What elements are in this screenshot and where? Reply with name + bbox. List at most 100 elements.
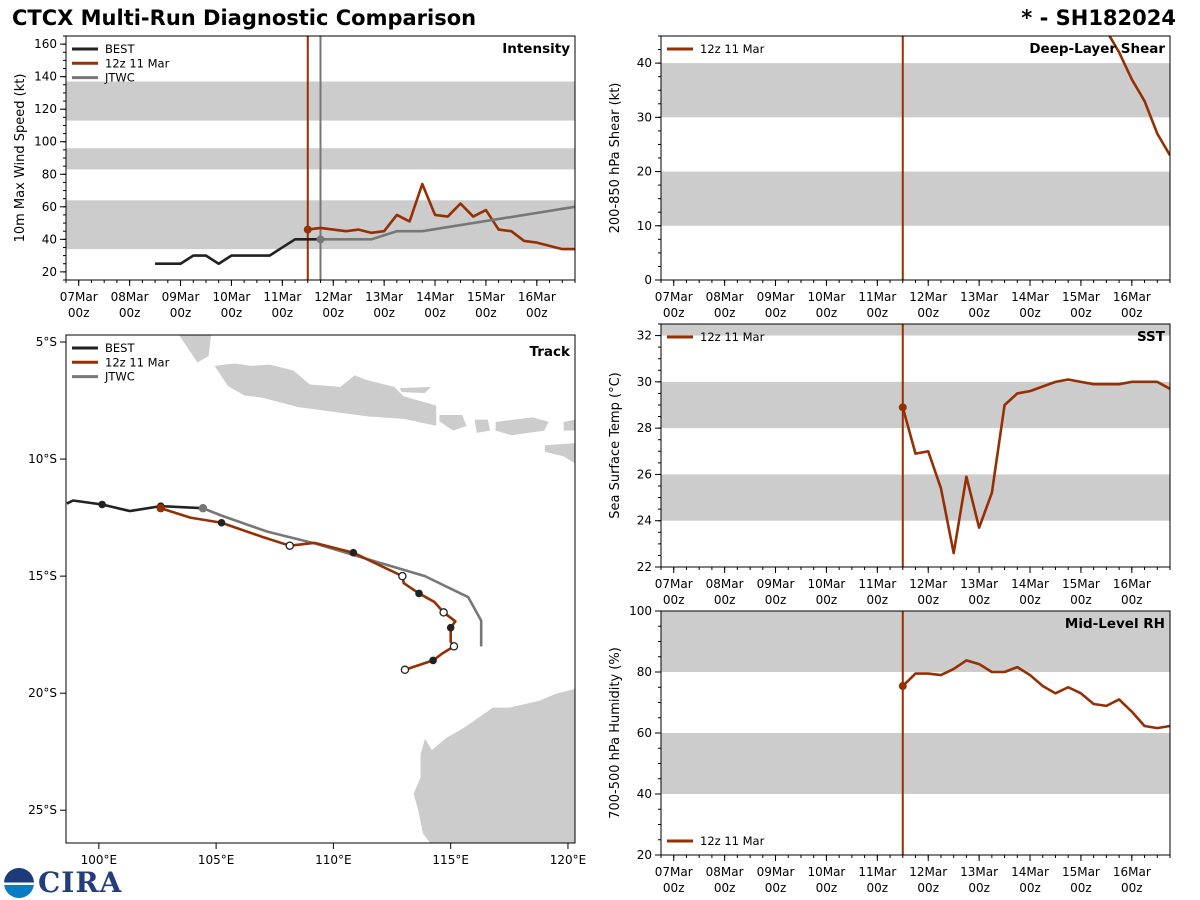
track-point-00z — [349, 548, 358, 557]
land-madura — [398, 386, 433, 394]
x-tick-label-date: 07Mar — [655, 865, 693, 879]
x-tick-label-date: 11Mar — [858, 577, 896, 591]
x-tick-label-date: 08Mar — [706, 865, 744, 879]
legend-label-best: BEST — [105, 341, 135, 355]
shaded-band — [661, 611, 1170, 672]
x-tick-label-hour: 00z — [1070, 306, 1092, 320]
x-tick-label-hour: 00z — [765, 881, 787, 895]
land-sumbawa — [494, 416, 550, 437]
shear-plot-area — [661, 36, 1170, 280]
legend-label-forecast: 12z 11 Mar — [700, 330, 765, 344]
shaded-band — [661, 381, 1170, 429]
x-tick-label: 100°E — [81, 853, 118, 867]
x-tick-label-date: 10Mar — [807, 290, 845, 304]
y-axis-label: Sea Surface Temp (°C) — [608, 372, 623, 519]
series-line-forecast — [1108, 36, 1170, 156]
track-point-12z — [449, 642, 459, 651]
y-tick-label: 40 — [637, 56, 652, 70]
x-tick-label: 115°E — [432, 853, 469, 867]
y-tick-label: 5°S — [36, 335, 57, 349]
y-tick-label: 20 — [637, 848, 652, 862]
x-tick-label-hour: 00z — [917, 306, 939, 320]
series-line-forecast — [307, 182, 575, 251]
x-tick-label: 105°E — [198, 853, 235, 867]
x-tick-label-hour: 00z — [917, 593, 939, 607]
x-tick-label-hour: 00z — [816, 881, 838, 895]
x-tick-label-hour: 00z — [867, 593, 889, 607]
y-tick-label: 140 — [34, 70, 57, 84]
x-tick-label: 120°E — [550, 853, 587, 867]
legend-label-forecast: 12z 11 Mar — [105, 355, 170, 369]
x-tick-label-date: 15Mar — [467, 290, 505, 304]
x-tick-label-hour: 00z — [1019, 881, 1041, 895]
x-tick-label-hour: 00z — [322, 306, 344, 320]
y-tick-label: 28 — [637, 421, 652, 435]
x-tick-label-date: 10Mar — [807, 865, 845, 879]
x-tick-label-hour: 00z — [424, 306, 446, 320]
x-tick-label-hour: 00z — [816, 306, 838, 320]
x-tick-label-date: 16Mar — [518, 290, 556, 304]
shear-panel: Deep-Layer Shear 0 10 20 30 40 200-850 hPa She… — [608, 35, 1171, 320]
shaded-band — [661, 63, 1170, 118]
x-tick-label-hour: 00z — [867, 881, 889, 895]
y-tick-label: 20 — [637, 165, 652, 179]
panel-title: Track — [530, 344, 571, 360]
series-line-forecast — [901, 378, 1170, 555]
y-tick-label: 0 — [644, 273, 652, 287]
y-axis-label: 700-500 hPa Humidity (%) — [608, 647, 623, 819]
x-tick-label-hour: 00z — [475, 306, 497, 320]
x-tick-label-date: 14Mar — [416, 290, 454, 304]
x-tick-label-hour: 00z — [968, 306, 990, 320]
land-australia — [412, 688, 575, 843]
y-tick-label: 60 — [637, 726, 652, 740]
legend-label-forecast: 12z 11 Mar — [105, 56, 170, 70]
legend-label-forecast: 12z 11 Mar — [700, 42, 765, 56]
y-tick-label: 80 — [42, 167, 57, 181]
track-start-marker-forecast — [156, 504, 165, 513]
x-tick-label-date: 08Mar — [706, 577, 744, 591]
data-point-forecast-start — [898, 682, 907, 691]
shaded-band — [661, 474, 1170, 521]
sst-panel: SST 22 24 26 28 30 32 Sea Surface Temp (°C) 07Ma… — [608, 323, 1171, 607]
x-tick-label-date: 12Mar — [909, 290, 947, 304]
x-tick-label-hour: 00z — [373, 306, 395, 320]
y-tick-label: 80 — [637, 665, 652, 679]
x-tick-label-date: 15Mar — [1062, 577, 1100, 591]
shaded-band — [661, 171, 1170, 226]
y-tick-label: 100 — [34, 135, 57, 149]
land-lombok — [473, 418, 492, 434]
x-tick-label-date: 11Mar — [858, 290, 896, 304]
intensity-plot-area — [66, 36, 575, 280]
x-tick-label-date: 14Mar — [1011, 577, 1049, 591]
land-bali-lombok — [438, 414, 468, 432]
y-tick-label: 22 — [637, 560, 652, 574]
x-tick-label-date: 12Mar — [909, 577, 947, 591]
intensity-panel: Intensity 20 40 60 80 100 120 140 160 10m Max Win… — [13, 35, 576, 320]
figure-title: CTCX Multi-Run Diagnostic Comparison — [12, 6, 477, 30]
x-tick-label-hour: 00z — [714, 881, 736, 895]
x-tick-label-date: 15Mar — [1062, 290, 1100, 304]
x-tick-label-date: 16Mar — [1113, 865, 1151, 879]
y-tick-label: 160 — [34, 37, 57, 51]
panel-title: SST — [1137, 329, 1166, 345]
y-tick-label: 120 — [34, 102, 57, 116]
x-tick-label-date: 11Mar — [263, 290, 301, 304]
x-tick-label-hour: 00z — [714, 593, 736, 607]
storm-id: * - SH182024 — [1021, 6, 1176, 30]
y-tick-label: 40 — [42, 232, 57, 246]
x-tick-label-hour: 00z — [221, 306, 243, 320]
x-tick-label-hour: 00z — [816, 593, 838, 607]
legend-label-jtwc: JTWC — [104, 71, 135, 85]
track-point-00z — [429, 656, 437, 665]
y-tick-label: 10°S — [28, 452, 57, 466]
data-point-jtwc-start — [316, 235, 325, 244]
shaded-band — [661, 733, 1170, 794]
x-tick-label-date: 07Mar — [60, 290, 98, 304]
y-tick-label: 20°S — [28, 686, 57, 700]
y-tick-label: 40 — [637, 787, 652, 801]
noaa-logo-icon — [4, 867, 34, 898]
track-point-12z — [400, 665, 410, 675]
plot-frame — [65, 334, 576, 844]
track-point-00z — [415, 589, 423, 598]
track-point-00z — [446, 623, 455, 632]
